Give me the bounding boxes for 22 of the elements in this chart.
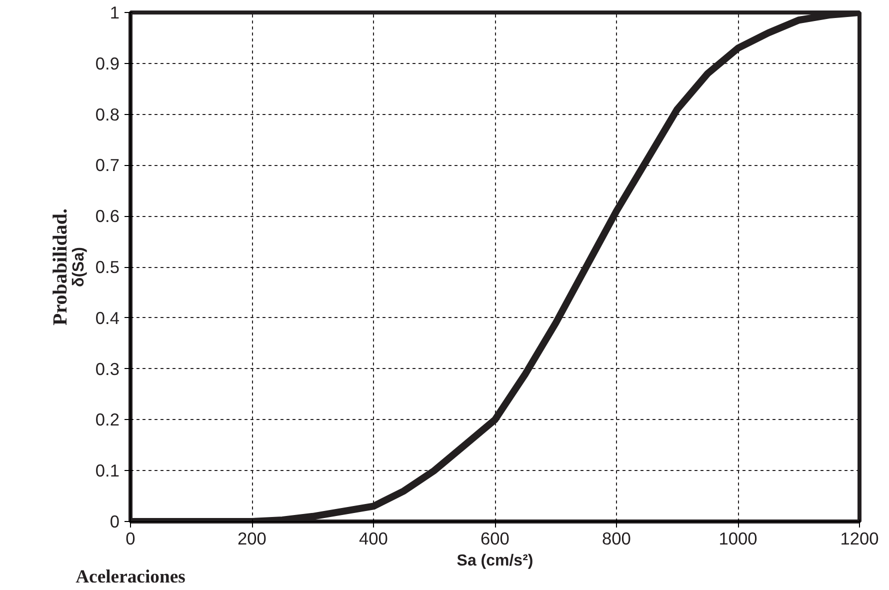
x-tick-label: 800: [602, 528, 631, 548]
text: Aceleraciones: [76, 566, 186, 588]
text: δ(Sa): [70, 247, 88, 287]
x-tick-label: 400: [359, 528, 388, 548]
x-tick-label: 1200: [840, 528, 879, 548]
x-tick-label: 600: [480, 528, 510, 548]
x-tick-label: 0: [126, 528, 136, 548]
y-tick-label: 0.7: [95, 155, 120, 176]
y-tick-label: 0.1: [95, 460, 120, 481]
y-axis-title: Probabilidad.: [50, 208, 72, 326]
y-tick-label: 0.6: [95, 206, 120, 226]
y-tick-label: 1: [110, 2, 120, 22]
y-tick-label: 0.8: [95, 104, 120, 124]
x-axis-title: Sa (cm/s²): [456, 552, 534, 570]
y-tick-label: 0.4: [95, 308, 120, 328]
y-tick-label: 0.9: [95, 53, 120, 74]
x-tick-label: 1000: [718, 528, 758, 548]
y-tick-label: 0.5: [95, 257, 120, 277]
y-tick-label: 0.3: [95, 358, 120, 379]
y-tick-label: 0: [110, 512, 120, 532]
x-tick-label: 200: [238, 528, 266, 548]
y-tick-label: 0.2: [95, 410, 120, 430]
